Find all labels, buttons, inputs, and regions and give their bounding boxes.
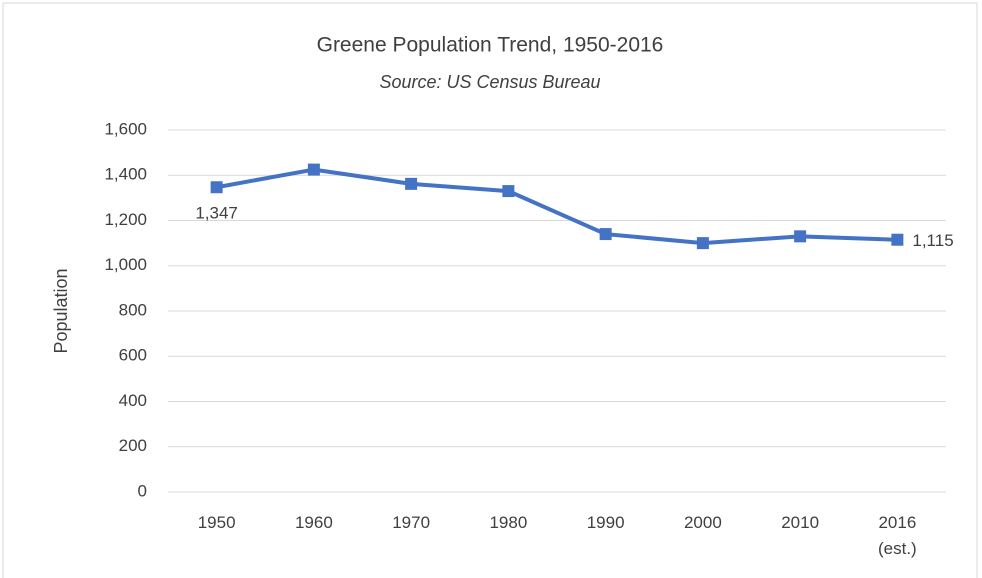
y-tick-label: 1,200 — [104, 210, 147, 229]
marker — [210, 181, 223, 194]
marker — [891, 233, 904, 246]
marker — [307, 163, 320, 176]
y-tick-label: 0 — [138, 481, 147, 500]
y-tick-label: 600 — [119, 346, 147, 365]
marker — [696, 237, 709, 250]
marker — [405, 177, 418, 190]
y-tick-label: 800 — [119, 300, 147, 319]
x-tick-label: 2016 (est.) — [878, 513, 917, 558]
x-tick-label: 1970 — [392, 513, 431, 532]
y-tick-label: 400 — [119, 391, 147, 410]
y-tick-label: 1,000 — [104, 255, 147, 274]
marker — [794, 230, 807, 243]
line-series — [216, 167, 898, 246]
marker — [599, 228, 612, 241]
x-tick-label: 1960 — [294, 513, 333, 532]
data-label: 1,115 — [912, 231, 953, 250]
marker — [502, 185, 515, 198]
y-axis-label: Population — [51, 268, 71, 353]
y-tick-label: 1,400 — [104, 165, 147, 184]
y-tick-label: 200 — [119, 436, 147, 455]
x-tick-label: 1950 — [197, 513, 236, 532]
y-tick-label: 1,600 — [104, 119, 147, 138]
chart-subtitle: Source: US Census Bureau — [379, 72, 600, 92]
x-tick-label: 1990 — [586, 513, 625, 532]
chart-title: Greene Population Trend, 1950-2016 — [317, 34, 664, 57]
x-tick-label: 2000 — [683, 513, 722, 532]
x-tick-label: 1980 — [489, 513, 528, 532]
x-tick-label: 2010 — [781, 513, 820, 532]
data-label: 1,347 — [195, 204, 238, 223]
